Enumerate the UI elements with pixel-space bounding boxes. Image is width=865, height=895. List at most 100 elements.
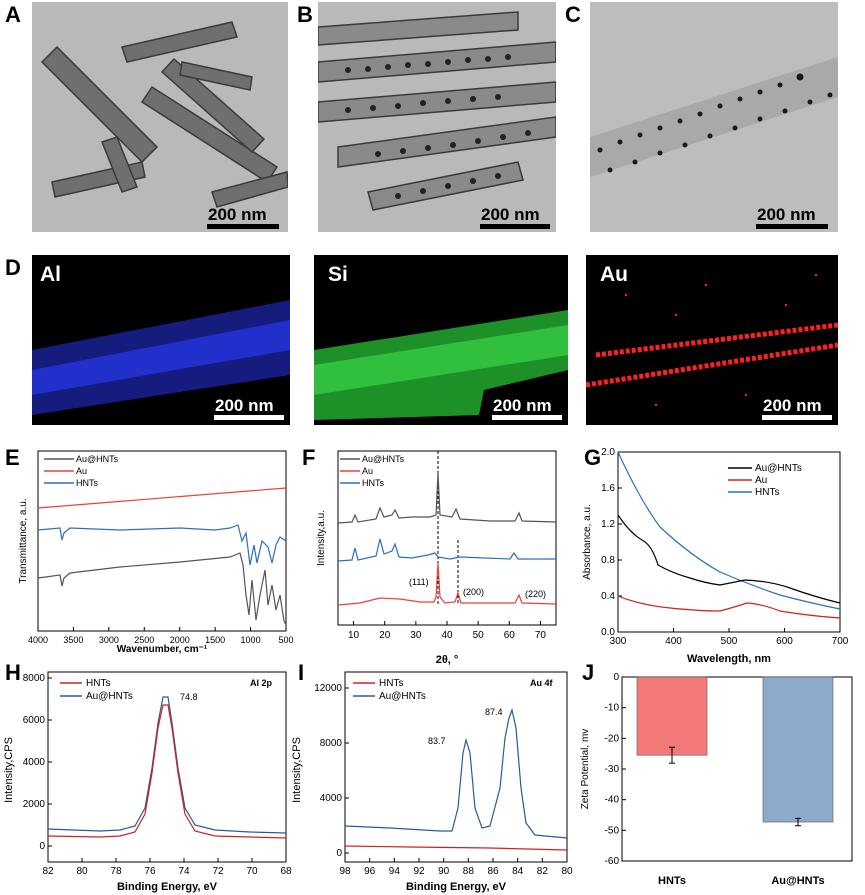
f-ylabel: Intensity,a.u.: [316, 510, 327, 566]
f-series-hnts: [337, 538, 556, 562]
e-xtick-label: 3000: [99, 635, 119, 645]
g-ytick-label: 1.2: [601, 519, 615, 530]
g-xtick-label: 400: [665, 636, 682, 647]
f-annot-111: (111): [409, 577, 429, 587]
scale-bar-a: [207, 224, 279, 229]
j-ylabel: Zeta Potential, mv: [580, 729, 591, 810]
i-ytick-label: 12000: [314, 683, 342, 694]
j-bar-auhnts: [762, 676, 834, 823]
h-legend-label-au-hnts: Au@HNTs: [86, 691, 133, 702]
e-xtick-label: 3500: [63, 635, 83, 645]
scale-label-d-si: 200 nm: [493, 396, 552, 415]
j-ytick-label: 0: [613, 672, 619, 683]
f-xtick-label: 10: [348, 630, 360, 641]
panel-letter-i: I: [298, 660, 305, 685]
f-xtick-label: 30: [410, 630, 422, 641]
h-xtick-label: 76: [144, 866, 156, 877]
g-xtick-label: 500: [721, 636, 738, 647]
i-xlabel: Binding Energy, eV: [406, 881, 507, 893]
h-series-au-hnts: [47, 696, 287, 834]
h-ytick-label: 6000: [23, 715, 46, 726]
i-title: Au 4f: [530, 678, 554, 688]
g-series-au: [617, 595, 841, 619]
panel-letter-c: C: [565, 2, 581, 27]
i-legend-label-hnts: HNTs: [379, 678, 403, 689]
scale-bar-d-au: [762, 415, 832, 420]
i-legend-label-au-hnts: Au@HNTs: [379, 691, 426, 702]
j-ytick-label: -50: [605, 825, 620, 836]
h-ytick-label: 8000: [23, 673, 46, 684]
g-xtick-label: 300: [610, 636, 627, 647]
h-xlabel: Binding Energy, eV: [117, 881, 218, 893]
e-xtick-label: 1500: [205, 635, 225, 645]
f-xtick-label: 40: [441, 630, 453, 641]
h-xtick-label: 74: [178, 866, 190, 877]
i-ytick-label: 0: [336, 848, 342, 859]
scale-label-c: 200 nm: [757, 205, 816, 224]
g-legend-label-au-hnts: Au@HNTs: [755, 463, 802, 474]
f-series-au-hnts: [337, 472, 557, 524]
panel-letter-b: B: [297, 2, 313, 27]
f-xtick-label: 20: [379, 630, 391, 641]
scale-label-d-au: 200 nm: [763, 396, 822, 415]
i-xtick-label: 96: [364, 866, 376, 877]
e-xtick-label: 1000: [241, 635, 261, 645]
g-ytick-label: 2.0: [601, 447, 615, 458]
e-legend-label-au-hnts: Au@HNTs: [76, 454, 119, 464]
j-bar-hnts: [636, 676, 708, 756]
e-legend-label-hnts: HNTs: [76, 478, 98, 488]
e-legend-label-au: Au: [76, 466, 87, 476]
eds-map-si: Si 200 nm: [314, 255, 568, 425]
scale-bar-c: [756, 224, 828, 229]
i-ytick-label: 8000: [320, 738, 343, 749]
i-xtick-label: 92: [413, 866, 425, 877]
g-xlabel: Wavelength, nm: [687, 653, 771, 665]
tem-image-a: 200 nm: [32, 2, 288, 232]
chart-g-uvvis: 300 400 500 600 700 2.0 1.6 1.2 0.8 0.4 0.0 Au@HN…: [582, 447, 849, 665]
e-xlabel: Wavenumber, cm⁻¹: [117, 644, 208, 655]
eds-map-au: Au 200 nm: [586, 255, 838, 425]
h-annot-peak: 74.8: [180, 692, 198, 702]
i-xtick-label: 84: [512, 866, 524, 877]
chart-h-frame: [47, 671, 287, 863]
panel-letter-f: F: [302, 445, 316, 470]
i-xtick-label: 82: [537, 866, 549, 877]
nanotube-drawing-b: [318, 11, 556, 211]
eds-map-al: Al 200 nm: [32, 255, 290, 425]
f-annot-200: (200): [463, 587, 484, 597]
i-ylabel: Intensity,CPS: [291, 737, 303, 803]
tem-image-c: 200 nm: [590, 2, 838, 232]
g-ytick-label: 0.8: [601, 555, 615, 566]
e-ylabel: Transmittance, a.u.: [18, 498, 29, 583]
h-ytick-label: 2000: [23, 799, 46, 810]
h-ytick-label: 4000: [23, 757, 46, 768]
f-legend: Au@HNTs Au HNTs: [340, 454, 405, 488]
e-series-hnts: [37, 524, 287, 566]
eds-label-au: Au: [600, 263, 628, 286]
i-xtick-label: 86: [487, 866, 499, 877]
scale-bar-d-al: [214, 415, 284, 420]
g-ylabel: Absorbance, a.u.: [582, 504, 593, 580]
al-distribution: [32, 300, 290, 415]
i-xtick-label: 80: [561, 866, 573, 877]
g-series-hnts: [617, 451, 841, 610]
si-distribution: [314, 310, 568, 420]
i-series-hnts: [344, 845, 568, 851]
j-ytick-label: -20: [605, 733, 620, 744]
f-xlabel: 2θ, °: [436, 654, 459, 666]
g-legend-label-au: Au: [755, 475, 767, 486]
f-series-au: [337, 562, 557, 606]
f-xtick-label: 70: [535, 630, 547, 641]
scale-bar-b: [480, 224, 550, 229]
panel-letter-a: A: [5, 2, 21, 27]
i-annot-874: 87.4: [485, 707, 503, 717]
chart-i-frame: [344, 671, 568, 863]
g-series-au-hnts: [617, 514, 841, 604]
f-annot-220: (220): [525, 589, 546, 599]
i-ytick-label: 4000: [320, 793, 343, 804]
e-xtick-label: 2000: [170, 635, 190, 645]
g-ytick-label: 0.4: [601, 591, 615, 602]
h-legend: HNTs Au@HNTs: [60, 678, 133, 702]
h-title: Al 2p: [250, 678, 273, 688]
scale-label-b: 200 nm: [481, 205, 540, 224]
